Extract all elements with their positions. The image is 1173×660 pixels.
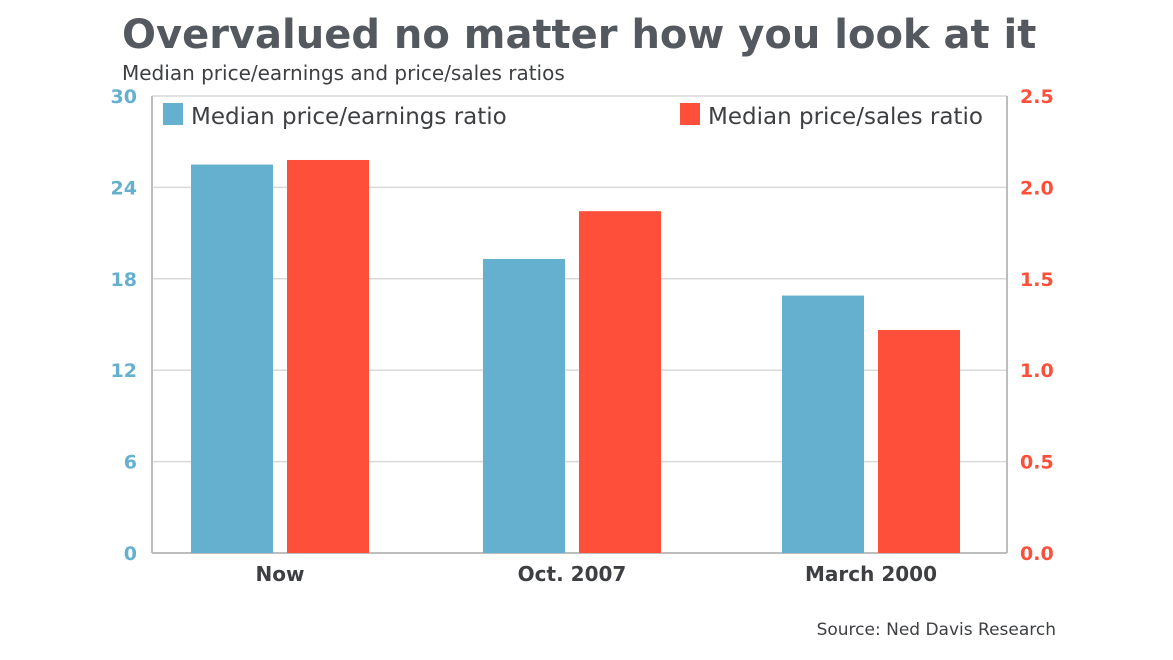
left-tick-label: 30: [111, 86, 137, 108]
category-label: Now: [256, 562, 305, 586]
legend: Median price/earnings ratio Median price…: [163, 103, 983, 130]
left-tick-label: 6: [124, 452, 137, 474]
right-tick-label: 1.5: [1020, 269, 1054, 291]
right-tick-label: 2.0: [1020, 177, 1054, 199]
category-labels: Now Oct. 2007 March 2000: [256, 562, 937, 586]
bars: [191, 159, 960, 554]
legend-label-pe: Median price/earnings ratio: [191, 104, 507, 130]
source-note: Source: Ned Davis Research: [817, 620, 1056, 640]
legend-swatch-pe: [163, 103, 183, 125]
left-tick-label: 0: [124, 543, 137, 565]
chart-title: Overvalued no matter how you look at it: [122, 12, 1036, 58]
bar-ps-2: [878, 329, 960, 553]
bar-ps-0: [287, 159, 369, 554]
bar-pe-1: [483, 258, 565, 553]
category-label: March 2000: [805, 562, 937, 586]
bar-pe-0: [191, 164, 273, 554]
right-tick-label: 0.5: [1020, 452, 1054, 474]
left-tick-label: 24: [111, 177, 137, 199]
legend-swatch-ps: [680, 103, 700, 125]
right-tick-label: 2.5: [1020, 86, 1054, 108]
left-tick-label: 18: [111, 269, 137, 291]
right-axis-ticks: 0.0 0.5 1.0 1.5 2.0 2.5: [1020, 86, 1054, 565]
bar-ps-1: [579, 211, 661, 553]
category-label: Oct. 2007: [518, 562, 627, 586]
bar-pe-2: [782, 295, 864, 553]
legend-label-ps: Median price/sales ratio: [708, 104, 983, 130]
right-tick-label: 1.0: [1020, 360, 1054, 382]
right-tick-label: 0.0: [1020, 543, 1054, 565]
left-tick-label: 12: [111, 360, 137, 382]
chart-subtitle: Median price/earnings and price/sales ra…: [122, 61, 565, 85]
left-axis-ticks: 0 6 12 18 24 30: [111, 86, 137, 565]
